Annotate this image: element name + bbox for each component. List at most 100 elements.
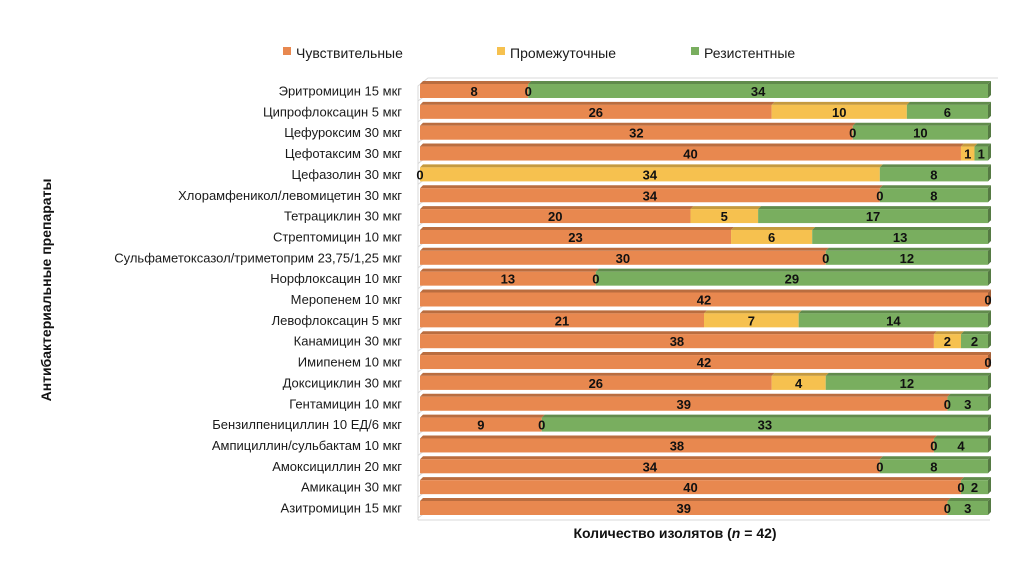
category-label: Меропенем 10 мкг xyxy=(291,292,403,307)
data-label: 7 xyxy=(748,313,755,328)
data-label: 2 xyxy=(944,334,951,349)
bar-segment-0 xyxy=(420,355,988,370)
category-label: Ципрофлоксацин 5 мкг xyxy=(263,104,402,119)
data-label: 2 xyxy=(971,480,978,495)
data-label: 17 xyxy=(866,209,880,224)
bar-segment-0 xyxy=(420,459,880,474)
bar-segment-2 xyxy=(798,313,988,328)
data-label: 33 xyxy=(758,418,772,433)
data-label: 0 xyxy=(984,355,991,370)
bar-segment-2 xyxy=(960,334,988,349)
y-axis-title: Антибактериальные препараты xyxy=(38,179,54,402)
x-axis-title: Количество изолятов (n = 42) xyxy=(573,525,776,541)
bar-top-face xyxy=(420,331,937,335)
data-label: 4 xyxy=(795,376,803,391)
data-label: 3 xyxy=(964,397,971,412)
category-label: Амоксициллин 20 мкг xyxy=(272,459,402,474)
bar-top-face xyxy=(541,414,991,418)
category-label: Амикацин 30 мкг xyxy=(301,480,402,495)
bar-segment-0 xyxy=(420,125,853,140)
category-label: Гентамицин 10 мкг xyxy=(289,396,402,411)
bar-top-face xyxy=(420,247,829,251)
category-label: Стрептомицин 10 мкг xyxy=(273,229,402,244)
category-label: Канамицин 30 мкг xyxy=(294,334,403,349)
bar-top-face xyxy=(974,143,991,147)
bar-segment-0 xyxy=(420,250,826,265)
category-label: Азитромицин 15 мкг xyxy=(281,501,403,516)
bar-segment-1 xyxy=(960,146,975,161)
data-label: 39 xyxy=(676,397,690,412)
bar-top-face xyxy=(798,310,991,314)
bar-top-face xyxy=(420,414,545,418)
bar-segment-0 xyxy=(420,209,691,224)
bar-segment-2 xyxy=(947,396,988,411)
bar-top-face xyxy=(933,435,991,439)
bar-segment-2 xyxy=(812,229,988,244)
data-label: 0 xyxy=(876,188,883,203)
data-label: 12 xyxy=(900,251,914,266)
data-label: 38 xyxy=(670,438,684,453)
bar-segment-1 xyxy=(771,375,826,390)
data-label: 3 xyxy=(964,501,971,516)
category-label: Сульфаметоксазол/триметоприм 23,75/1,25 … xyxy=(114,250,402,265)
bar-segment-0 xyxy=(420,501,948,515)
category-label: Бензилпенициллин 10 ЕД/6 мкг xyxy=(212,417,402,432)
data-label: 4 xyxy=(957,438,965,453)
bar-side-face xyxy=(988,331,991,349)
bar-top-face xyxy=(704,310,802,314)
category-label: Цефотаксим 30 мкг xyxy=(285,146,402,161)
data-label: 0 xyxy=(849,126,856,141)
data-label: 13 xyxy=(501,272,515,287)
bar-segment-0 xyxy=(420,334,934,349)
bar-top-face xyxy=(420,226,735,230)
bars xyxy=(417,81,991,519)
data-label: 42 xyxy=(697,293,711,308)
bar-side-face xyxy=(988,352,991,370)
data-label: 10 xyxy=(913,126,927,141)
category-label: Цефуроксим 30 мкг xyxy=(284,125,402,140)
bar-top-face xyxy=(947,393,991,397)
bar-segment-2 xyxy=(879,188,988,203)
legend-swatch-0 xyxy=(283,47,291,55)
data-label: 0 xyxy=(592,272,599,287)
bar-segment-1 xyxy=(690,209,759,224)
category-label: Хлорамфеникол/левомицетин 30 мкг xyxy=(178,188,402,203)
category-label: Ампициллин/сульбактам 10 мкг xyxy=(212,438,402,453)
bar-side-face xyxy=(988,414,991,432)
data-label: 42 xyxy=(697,355,711,370)
bar-side-face xyxy=(988,435,991,453)
data-label: 14 xyxy=(886,313,901,328)
bar-segment-1 xyxy=(731,229,813,244)
bar-segment-0 xyxy=(420,375,772,390)
data-label: 34 xyxy=(643,459,658,474)
bar-segment-0 xyxy=(420,271,596,286)
data-label: 39 xyxy=(676,501,690,516)
data-label: 0 xyxy=(525,84,532,99)
data-label: 32 xyxy=(629,126,643,141)
bar-side-face xyxy=(988,310,991,328)
data-label: 6 xyxy=(768,230,775,245)
category-label: Левофлоксацин 5 мкг xyxy=(272,313,403,328)
data-label: 0 xyxy=(944,397,951,412)
bar-top-face xyxy=(420,101,775,105)
x-axis-title-suffix: = 42) xyxy=(740,525,776,541)
bar-top-face xyxy=(420,393,951,397)
data-label: 30 xyxy=(616,251,630,266)
bar-side-face xyxy=(988,81,991,98)
bar-segment-2 xyxy=(825,250,988,265)
bar-side-face xyxy=(988,477,991,495)
data-label: 34 xyxy=(751,84,766,99)
data-label: 10 xyxy=(832,105,846,120)
bar-top-face xyxy=(771,372,829,376)
category-labels: Эритромицин 15 мкг Ципрофлоксацин 5 мкг Це… xyxy=(114,84,402,516)
bar-top-face xyxy=(758,206,991,210)
bar-side-face xyxy=(988,498,991,515)
bar-side-face xyxy=(988,101,991,119)
category-label: Норфлоксацин 10 мкг xyxy=(270,271,402,286)
bar-segment-2 xyxy=(947,501,988,515)
data-label: 34 xyxy=(643,188,658,203)
bar-segment-1 xyxy=(933,334,961,349)
bar-top-face xyxy=(420,372,775,376)
bar-top-face xyxy=(420,206,694,210)
bar-top-face xyxy=(420,185,883,189)
